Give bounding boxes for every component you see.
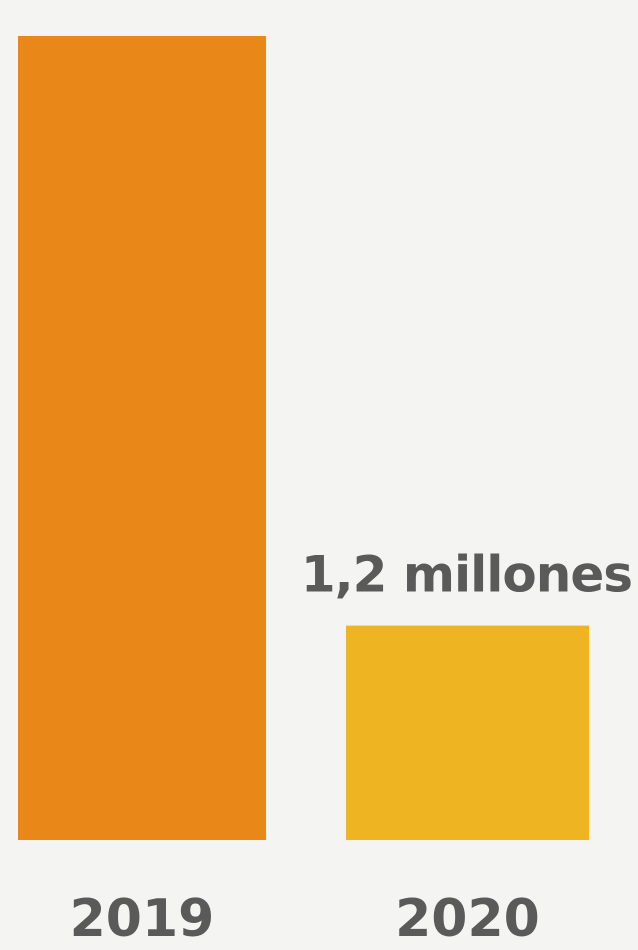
labels-group: 2019 2020 1,2 millones <box>70 546 633 949</box>
bar-2020 <box>346 625 589 840</box>
data-label-2020: 1,2 millones <box>301 546 632 604</box>
x-tick-label-2020: 2020 <box>395 889 540 949</box>
bars-group <box>18 36 589 840</box>
bar-2019 <box>18 36 266 840</box>
x-tick-label-2019: 2019 <box>70 889 215 949</box>
